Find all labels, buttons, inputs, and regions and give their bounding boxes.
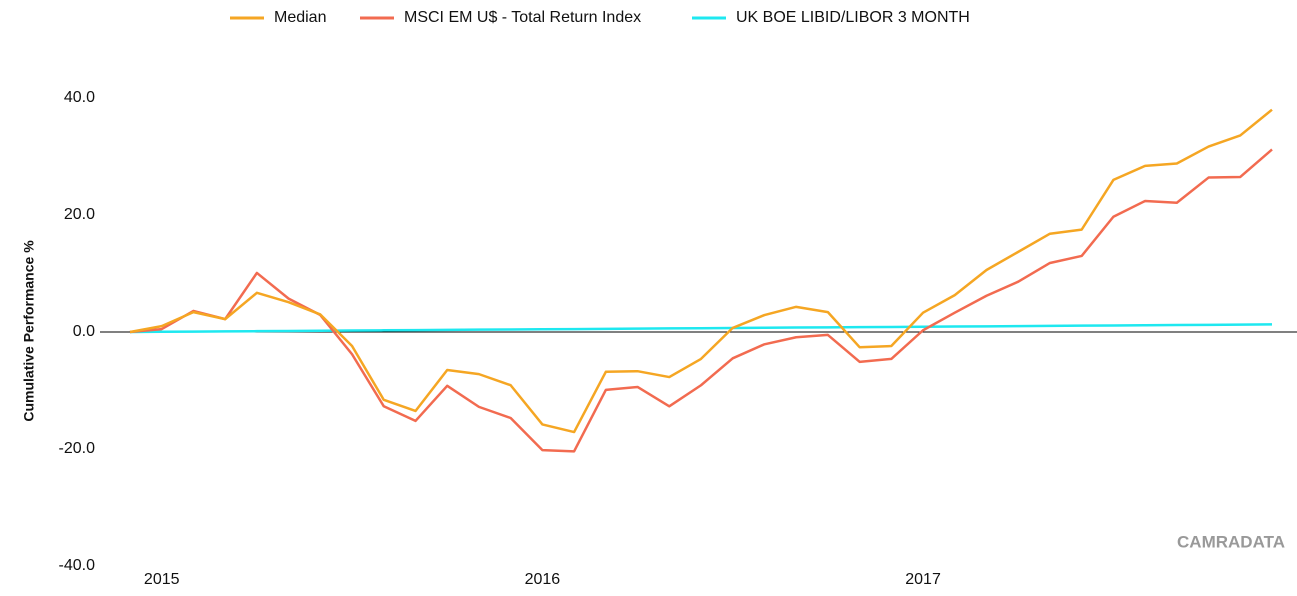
y-tick-label: -20.0 [59, 440, 96, 457]
legend-label: Median [274, 9, 326, 26]
y-tick-label: 20.0 [64, 206, 95, 223]
series-line [129, 323, 1273, 334]
y-tick-label: 0.0 [73, 323, 95, 340]
legend-label: UK BOE LIBID/LIBOR 3 MONTH [736, 9, 970, 26]
series-line [129, 148, 1273, 453]
series-line [129, 108, 1273, 434]
watermark: CAMRADATA [1177, 532, 1285, 551]
y-tick-label: -40.0 [59, 557, 96, 574]
y-axis-label: Cumulative Performance % [21, 240, 37, 422]
x-tick-label: 2016 [525, 571, 561, 588]
x-tick-label: 2015 [144, 571, 180, 588]
legend-label: MSCI EM U$ - Total Return Index [404, 9, 641, 26]
y-tick-label: 40.0 [64, 89, 95, 106]
x-tick-label: 2017 [905, 571, 941, 588]
